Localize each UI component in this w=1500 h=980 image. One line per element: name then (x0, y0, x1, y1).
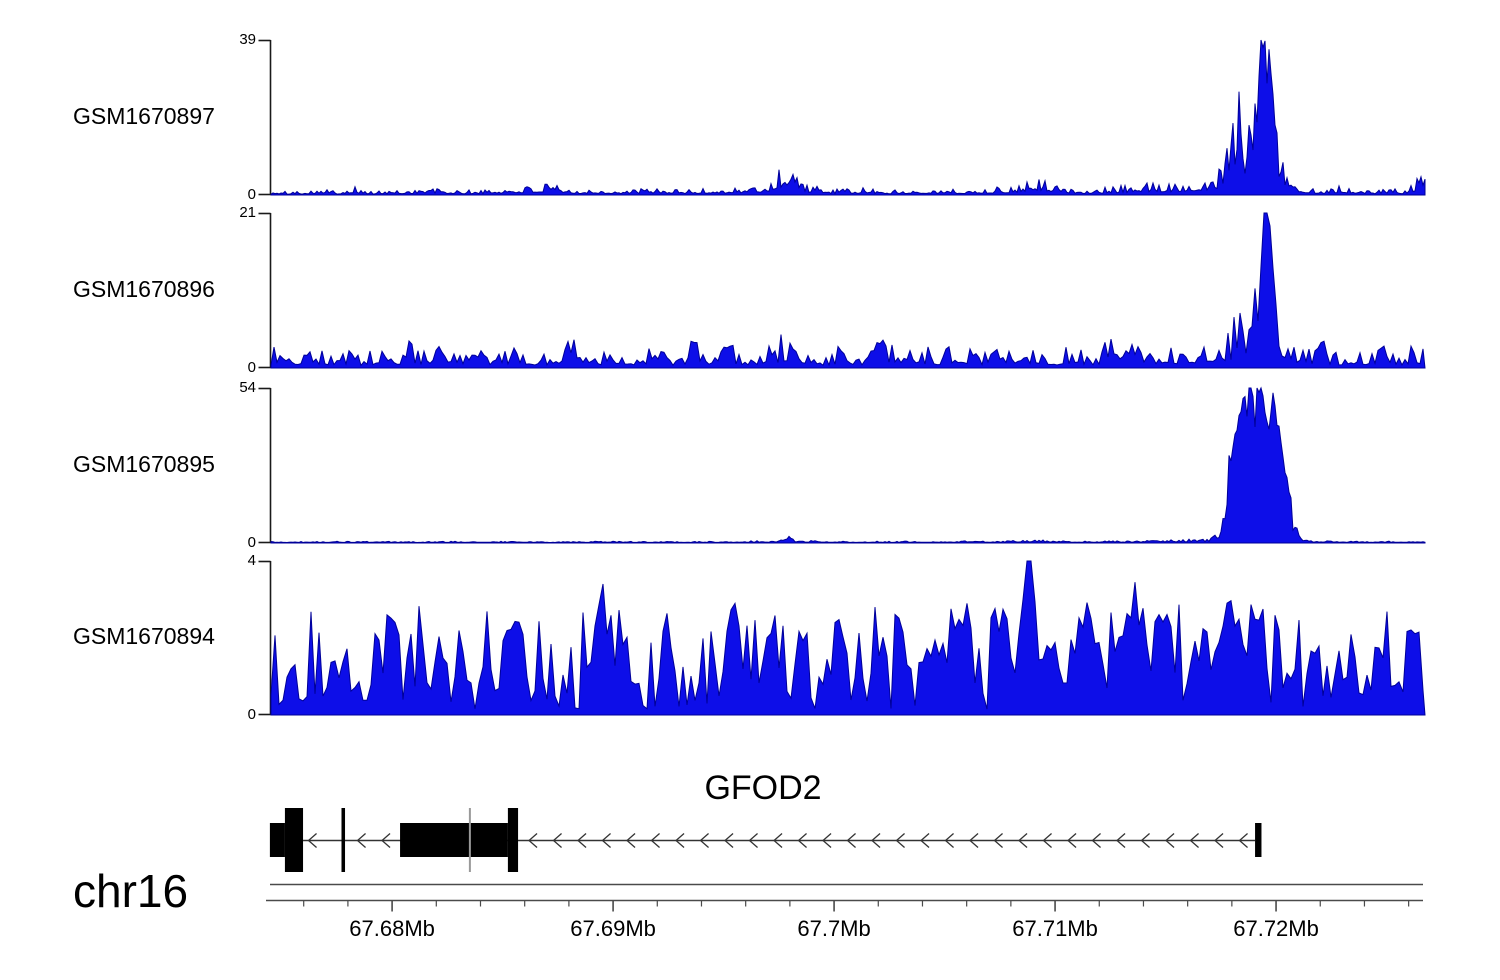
strand-arrow-left-icon (1140, 833, 1150, 848)
strand-arrow-left-icon (1067, 833, 1077, 848)
gene-name-label: GFOD2 (704, 769, 822, 807)
strand-arrow-left-icon (577, 833, 587, 848)
signal-area-track-3 (270, 560, 1426, 716)
strand-arrow-left-icon (724, 833, 734, 848)
signal-area-track-2 (270, 386, 1426, 544)
strand-arrow-left-icon (871, 833, 881, 848)
strand-arrow-left-icon (797, 833, 807, 848)
strand-arrow-left-icon (773, 833, 783, 848)
track-label-gsm1670896: GSM1670896 (73, 275, 215, 302)
track-ymin-label: 0 (247, 186, 256, 203)
track-ymax-label: 4 (247, 552, 256, 569)
strand-arrow-left-icon (356, 833, 366, 848)
strand-arrow-left-icon (1214, 833, 1224, 848)
strand-arrow-left-icon (846, 833, 856, 848)
strand-arrow-left-icon (552, 833, 562, 848)
strand-arrow-left-icon (650, 833, 660, 848)
gene-exon-5 (1255, 823, 1262, 857)
axis-tick-label: 67.7Mb (797, 916, 871, 941)
track-label-gsm1670895: GSM1670895 (73, 450, 215, 477)
gene-exon-1 (284, 808, 304, 872)
track-ymin-label: 0 (247, 359, 256, 376)
axis-tick-label: 67.68Mb (349, 916, 435, 941)
chromosome-label: chr16 (73, 865, 189, 917)
strand-arrow-left-icon (699, 833, 709, 848)
strand-arrow-left-icon (675, 833, 685, 848)
strand-arrow-left-icon (895, 833, 905, 848)
strand-arrow-left-icon (601, 833, 611, 848)
track-ymin-label: 0 (247, 534, 256, 551)
gene-exon-boundary-line (468, 808, 471, 872)
strand-arrow-left-icon (1091, 833, 1101, 848)
signal-area-track-0 (270, 39, 1426, 196)
signal-area-track-1 (270, 212, 1426, 369)
strand-arrow-left-icon (307, 833, 317, 848)
gene-exon-4 (507, 808, 519, 872)
track-label-gsm1670897: GSM1670897 (73, 102, 215, 129)
track-label-gsm1670894: GSM1670894 (73, 623, 215, 649)
strand-arrow-left-icon (1165, 833, 1175, 848)
axis-tick-label: 67.71Mb (1012, 916, 1098, 941)
gene-exon-2 (341, 808, 346, 872)
strand-arrow-left-icon (626, 833, 636, 848)
strand-arrow-left-icon (822, 833, 832, 848)
strand-arrow-left-icon (1238, 833, 1248, 848)
gene-exon-0 (269, 823, 285, 857)
strand-arrow-left-icon (920, 833, 930, 848)
strand-arrow-left-icon (969, 833, 979, 848)
gene-exon-3 (400, 823, 508, 857)
track-ymax-label: 21 (239, 204, 256, 221)
strand-arrow-left-icon (381, 833, 391, 848)
strand-arrow-left-icon (748, 833, 758, 848)
strand-arrow-left-icon (528, 833, 538, 848)
strand-arrow-left-icon (1116, 833, 1126, 848)
strand-arrow-left-icon (993, 833, 1003, 848)
strand-arrow-left-icon (1018, 833, 1028, 848)
strand-arrow-left-icon (944, 833, 954, 848)
track-ymax-label: 39 (239, 31, 256, 48)
track-ymin-label: 0 (247, 706, 256, 723)
axis-tick-label: 67.69Mb (570, 916, 656, 941)
axis-tick-label: 67.72Mb (1233, 916, 1319, 941)
strand-arrow-left-icon (1189, 833, 1199, 848)
track-ymax-label: 54 (239, 379, 256, 396)
strand-arrow-left-icon (1042, 833, 1052, 848)
